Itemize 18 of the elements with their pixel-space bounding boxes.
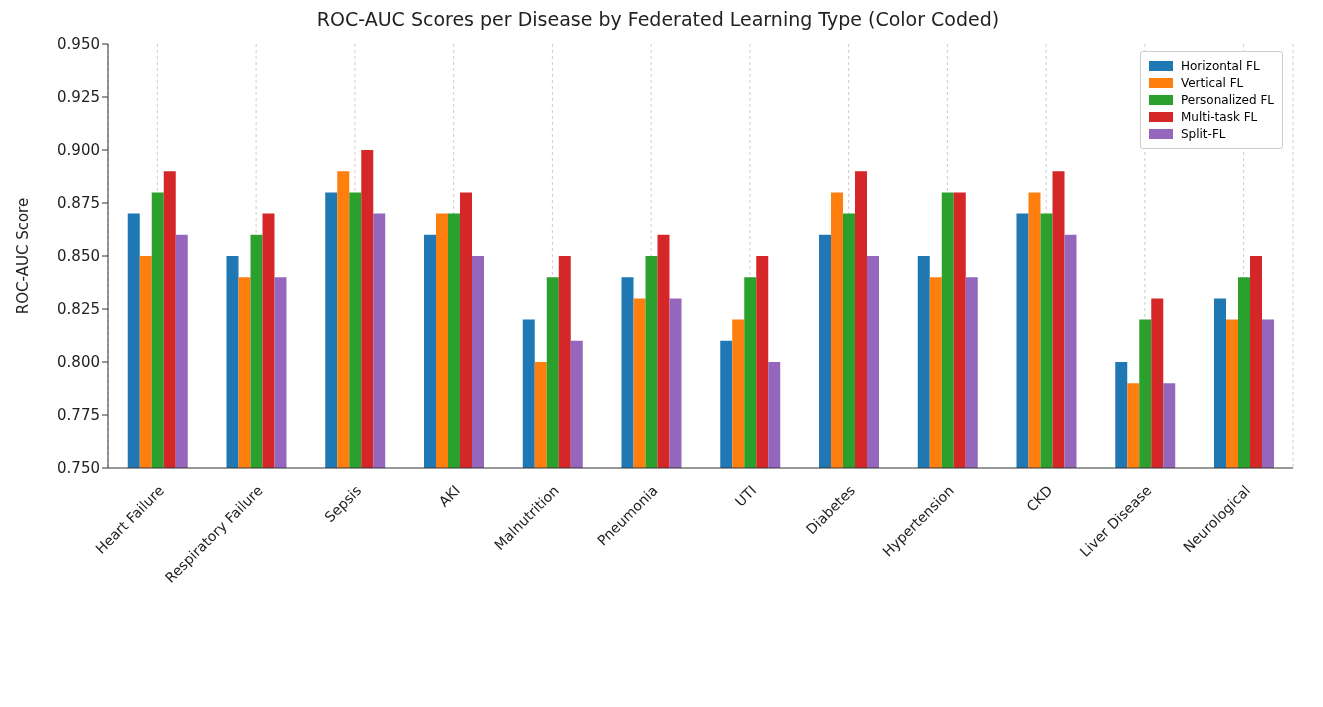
- y-axis-title: ROC-AUC Score: [14, 197, 33, 315]
- y-tick-label: 0.875: [57, 194, 100, 213]
- chart-title: ROC-AUC Scores per Disease by Federated Learning Type (Color Coded): [315, 8, 1001, 32]
- y-tick-label: 0.775: [57, 406, 100, 425]
- y-tick-label: 0.825: [57, 300, 100, 319]
- legend-label: Vertical FL: [1180, 76, 1244, 90]
- legend-label: Personalized FL: [1180, 93, 1274, 107]
- legend-label: Split-FL: [1180, 127, 1226, 141]
- y-tick-label: 0.850: [57, 247, 100, 266]
- y-tick-label: 0.925: [57, 88, 100, 107]
- legend-label: Horizontal FL: [1180, 59, 1260, 73]
- y-tick-label: 0.750: [57, 459, 100, 478]
- y-tick-label: 0.800: [57, 353, 100, 372]
- x-tick-label: UTI: [731, 482, 760, 510]
- legend-label: Multi-task FL: [1180, 110, 1258, 124]
- y-tick-label: 0.950: [57, 35, 100, 54]
- x-tick-label: AKI: [435, 482, 464, 510]
- y-tick-label: 0.900: [57, 141, 100, 160]
